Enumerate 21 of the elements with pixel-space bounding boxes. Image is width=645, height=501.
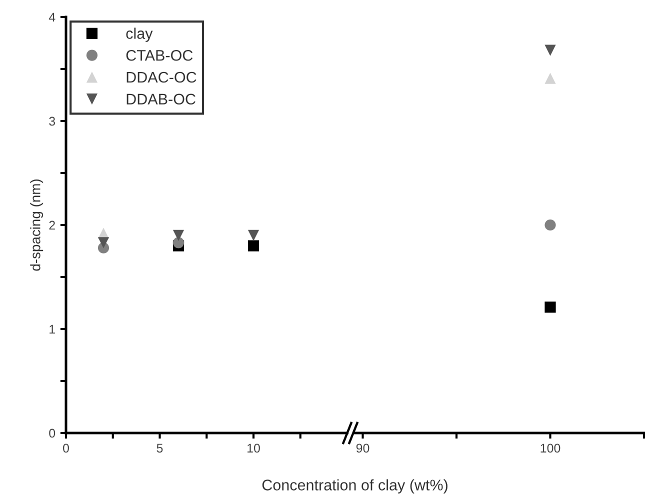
point [172,230,184,241]
legend-label: CTAB-OC [126,50,193,61]
x-tick-label: 0 [63,444,69,453]
legend-label: DDAC-OC [126,72,196,83]
x-tick-label: 5 [156,444,163,453]
y-tick-label: 2 [49,220,55,230]
y-tick-label: 1 [50,324,55,334]
y-tick-label: 4 [48,12,56,22]
x-tick-label: 100 [540,444,560,453]
point [172,237,184,248]
x-tick-label: 10 [248,444,260,453]
legend-label: DDAB-OC [126,94,196,105]
y-tick-label: 3 [49,116,56,126]
point [248,240,260,252]
y-tick-label: 0 [49,428,56,438]
y-axis-title: d-spacing (nm) [30,180,44,271]
x-tick-label: 90 [356,444,370,453]
x-axis-title: Concentration of clay (wt%) [262,479,448,494]
point [98,237,110,248]
point [248,230,260,241]
legend-label: clay [126,28,153,42]
